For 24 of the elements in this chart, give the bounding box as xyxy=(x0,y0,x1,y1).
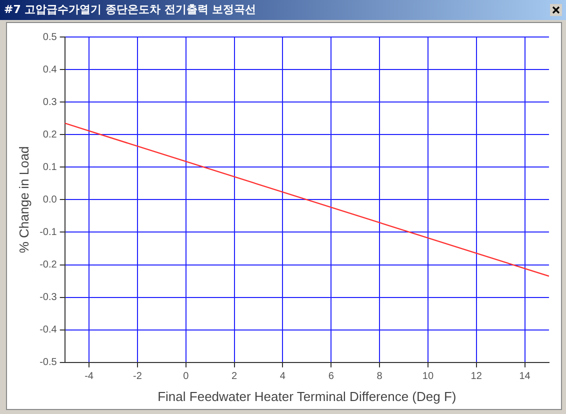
x-tick-label: 0 xyxy=(183,371,190,382)
x-tick-label: 2 xyxy=(232,371,238,382)
x-axis-title: Final Feedwater Heater Terminal Difference (Deg F) xyxy=(158,388,456,404)
y-tick-label: -0.5 xyxy=(40,357,58,368)
chart-title: #7 고압급수가열기 종단온도차 전기출력 보정곡선 xyxy=(0,0,566,20)
y-tick-label: 0.5 xyxy=(42,32,58,43)
y-tick-label: 0.4 xyxy=(42,64,58,76)
x-tick-label: -2 xyxy=(133,371,142,382)
y-tick-label: -0.2 xyxy=(40,260,58,271)
x-tick-label: 12 xyxy=(470,371,482,382)
y-tick-label: 0.1 xyxy=(42,162,58,173)
x-tick-label: -4 xyxy=(84,371,94,382)
x-tick-label: 14 xyxy=(519,371,531,382)
x-tick-label: 6 xyxy=(328,371,334,382)
y-tick-label: -0.3 xyxy=(40,292,58,304)
y-tick-label: -0.4 xyxy=(40,324,58,336)
x-tick-label: 8 xyxy=(376,371,383,382)
y-tick-label: 0.0 xyxy=(42,194,58,206)
x-tick-label: 4 xyxy=(280,371,286,382)
x-tick-label: 10 xyxy=(422,371,434,382)
y-tick-label: 0.3 xyxy=(42,96,58,108)
y-tick-label: -0.1 xyxy=(40,226,58,238)
y-axis-title: % Change in Load xyxy=(16,146,32,254)
y-tick-label: 0.2 xyxy=(42,129,58,140)
